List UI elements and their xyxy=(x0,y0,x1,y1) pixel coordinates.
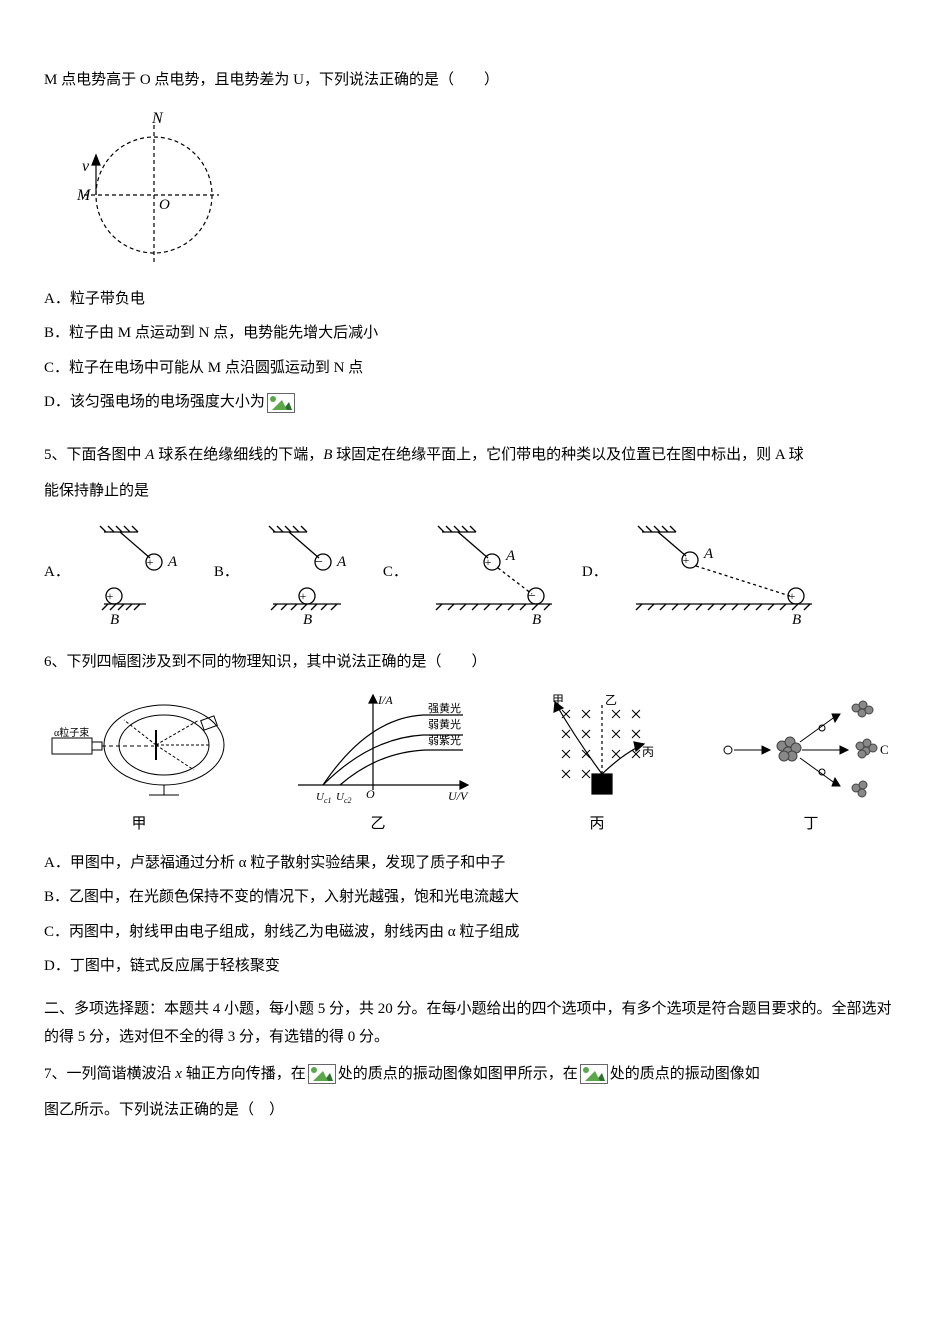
svg-text:弱紫光: 弱紫光 xyxy=(428,733,461,747)
svg-text:A: A xyxy=(703,546,714,562)
q4-optA: A．粒子带负电 xyxy=(44,285,906,314)
svg-text:强黄光: 强黄光 xyxy=(428,701,461,715)
q5-label-D: D． xyxy=(582,558,608,587)
svg-text:弱黄光: 弱黄光 xyxy=(428,717,461,731)
broken-image-icon xyxy=(308,1064,336,1084)
broken-image-icon xyxy=(267,393,295,413)
svg-text:B: B xyxy=(110,612,119,628)
q5-stem: 5、下面各图中 A 球系在绝缘细线的下端，B 球固定在绝缘平面上，它们带电的种类… xyxy=(44,441,906,470)
svg-text:B: B xyxy=(303,612,312,628)
svg-text:α粒子束: α粒子束 xyxy=(54,726,89,739)
svg-text:U/V: U/V xyxy=(448,789,469,803)
svg-text:A: A xyxy=(505,548,516,564)
q6-fig-bing: 甲 乙 丙 丙 xyxy=(522,690,672,839)
sub-ding: 丁 xyxy=(716,810,906,839)
svg-text:+: + xyxy=(146,555,153,569)
svg-text:−: − xyxy=(315,555,323,570)
q5-label-A: A． xyxy=(44,558,70,587)
svg-text:+: + xyxy=(682,553,689,567)
svg-text:C: C xyxy=(880,742,889,757)
svg-text:+: + xyxy=(788,589,795,603)
q5-stem-line2: 能保持静止的是 xyxy=(44,477,906,506)
svg-text:B: B xyxy=(792,612,801,628)
svg-text:+: + xyxy=(106,589,113,603)
q6-optC: C．丙图中，射线甲由电子组成，射线乙为电磁波，射线丙由 α 粒子组成 xyxy=(44,918,906,947)
broken-image-icon xyxy=(580,1064,608,1084)
q4-optB: B．粒子由 M 点运动到 N 点，电势能先增大后减小 xyxy=(44,319,906,348)
svg-text:A: A xyxy=(336,554,347,570)
q6-stem: 6、下列四幅图涉及到不同的物理知识，其中说法正确的是（ ） xyxy=(44,648,906,677)
q6-fig-yi: I/A U/V U c1 U c2 O 强黄光 弱黄光 弱紫光 乙 xyxy=(278,690,478,839)
svg-text:甲: 甲 xyxy=(552,693,564,707)
q4-optD: D．该匀强电场的电场强度大小为 xyxy=(44,388,906,417)
svg-text:+: + xyxy=(299,589,306,603)
svg-text:B: B xyxy=(532,612,541,628)
sub-yi: 乙 xyxy=(278,810,478,839)
q6-optB: B．乙图中，在光颜色保持不变的情况下，入射光越强，饱和光电流越大 xyxy=(44,883,906,912)
q4-stem: M 点电势高于 O 点电势，且电势差为 U，下列说法正确的是（ ） xyxy=(44,66,906,95)
q5-label-C: C． xyxy=(383,558,408,587)
sub-jia: 甲 xyxy=(44,810,234,839)
q7-stem-line2: 图乙所示。下列说法正确的是（ ） xyxy=(44,1096,906,1125)
q5-choices: A． + + A B B． xyxy=(44,518,906,628)
q5-label-B: B． xyxy=(214,558,239,587)
svg-text:O: O xyxy=(366,787,375,801)
q6-figures: α粒子束 甲 I/A U/V U c1 U c2 O 强黄光 xyxy=(44,690,906,839)
label-M: M xyxy=(76,187,92,204)
sub-bing: 丙 xyxy=(522,810,672,839)
q5-figA: + + A B xyxy=(84,518,204,628)
q6-optA: A．甲图中，卢瑟福通过分析 α 粒子散射实验结果，发现了质子和中子 xyxy=(44,849,906,878)
svg-text:I/A: I/A xyxy=(377,693,393,707)
q6-fig-jia: α粒子束 甲 xyxy=(44,690,234,839)
svg-text:c2: c2 xyxy=(344,796,352,805)
svg-text:−: − xyxy=(528,589,536,604)
label-N: N xyxy=(151,110,164,127)
q5-figB: − + A B xyxy=(253,518,373,628)
q5-figD: + + A B xyxy=(622,518,822,628)
label-O: O xyxy=(159,197,170,213)
q5-figC: + − A B xyxy=(422,518,572,628)
section2-head: 二、多项选择题：本题共 4 小题，每小题 5 分，共 20 分。在每小题给出的四… xyxy=(44,995,906,1052)
svg-text:丙: 丙 xyxy=(642,745,654,759)
svg-text:+: + xyxy=(484,555,491,569)
svg-text:c1: c1 xyxy=(324,796,332,805)
q4-figure: N M O v xyxy=(44,105,906,275)
label-v: v xyxy=(82,158,90,175)
q7-stem: 7、一列简谐横波沿 x 轴正方向传播，在处的质点的振动图像如图甲所示，在处的质点… xyxy=(44,1060,906,1089)
q6-fig-ding: C 丁 xyxy=(716,690,906,839)
svg-text:乙: 乙 xyxy=(605,693,617,707)
q6-optD: D．丁图中，链式反应属于轻核聚变 xyxy=(44,952,906,981)
svg-text:A: A xyxy=(167,554,178,570)
q4-optC: C．粒子在电场中可能从 M 点沿圆弧运动到 N 点 xyxy=(44,354,906,383)
